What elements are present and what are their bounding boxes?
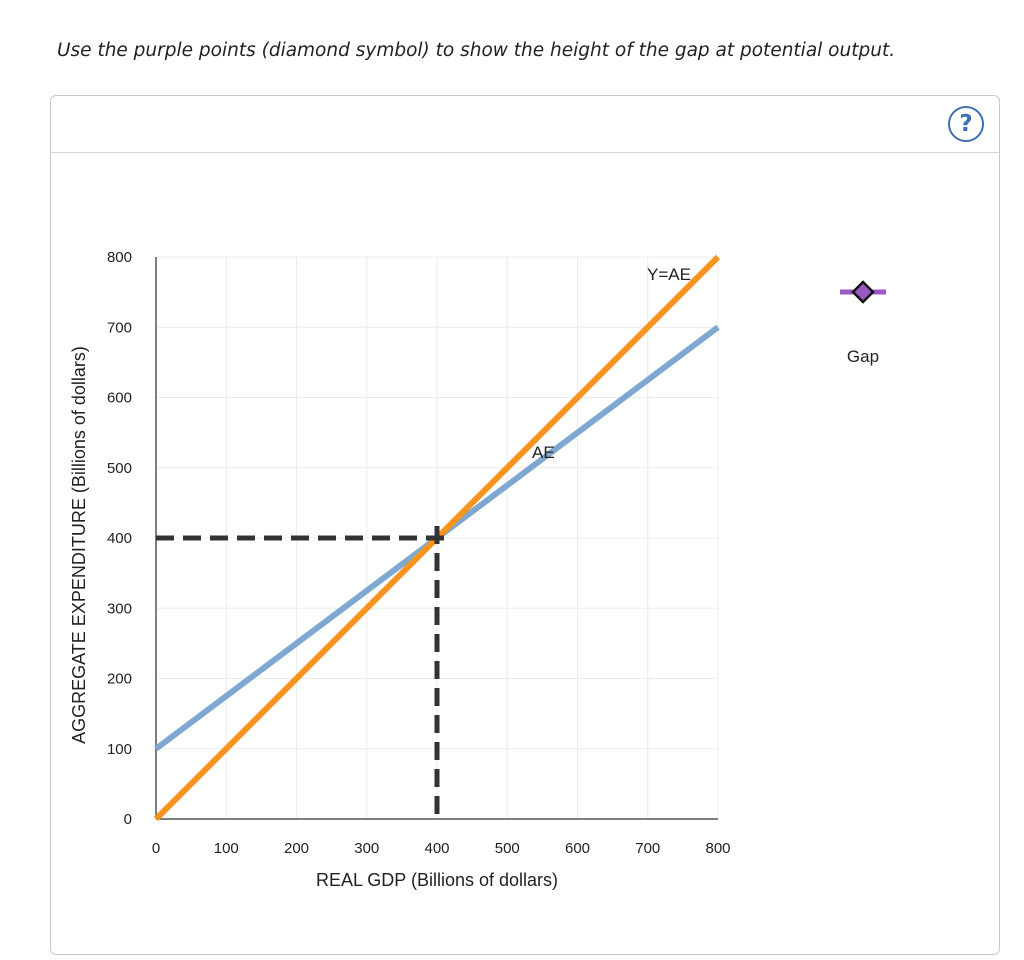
x-tick-label: 800: [705, 840, 730, 857]
series-label-ae: AE: [532, 443, 555, 462]
y-tick-label: 800: [107, 249, 132, 266]
gap-tool[interactable]: Gap: [840, 280, 886, 366]
x-tick-label: 600: [565, 840, 590, 857]
y-tick-label: 400: [107, 530, 132, 547]
x-tick-label: 500: [495, 840, 520, 857]
tick-labels: 0 100 200 300 400 500 600 700 800 0 100 200 300 400 50…: [107, 249, 731, 857]
y-tick-label: 700: [107, 319, 132, 336]
y-tick-label: 200: [107, 671, 132, 688]
series-label-ye: Y=AE: [647, 265, 691, 284]
dashed-guides: [156, 526, 449, 819]
gap-tool-label: Gap: [847, 347, 879, 366]
panel-header: ?: [51, 96, 999, 153]
y-tick-label: 0: [124, 811, 132, 828]
x-tick-label: 200: [284, 840, 309, 857]
line-labels: Y=AE AE: [532, 265, 691, 462]
y-tick-label: 500: [107, 460, 132, 477]
y-tick-label: 300: [107, 600, 132, 617]
y-tick-label: 600: [107, 390, 132, 407]
y-tick-label: 100: [107, 741, 132, 758]
x-tick-label: 100: [214, 840, 239, 857]
x-tick-label: 400: [424, 840, 449, 857]
graph-panel: ?: [50, 95, 1000, 955]
help-button[interactable]: ?: [948, 106, 984, 142]
instruction-text: Use the purple points (diamond symbol) t…: [57, 40, 896, 61]
x-tick-label: 0: [152, 840, 160, 857]
x-tick-label: 700: [635, 840, 660, 857]
y-axis-title: AGGREGATE EXPENDITURE (Billions of dolla…: [69, 346, 89, 744]
diamond-icon[interactable]: [851, 280, 875, 304]
grid: [156, 256, 719, 819]
x-tick-label: 300: [354, 840, 379, 857]
x-axis-title: REAL GDP (Billions of dollars): [316, 870, 558, 890]
